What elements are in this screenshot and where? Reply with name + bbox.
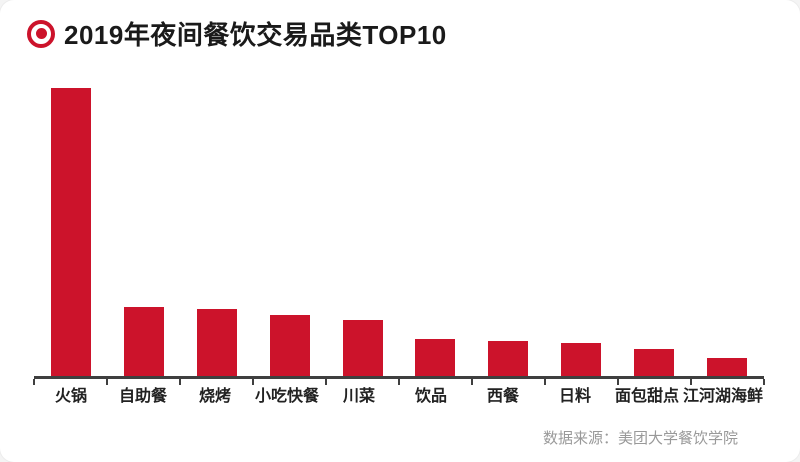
bar-slot [690, 88, 763, 377]
bar-5 [342, 320, 383, 377]
chart-header: 2019年夜间餐饮交易品类TOP10 [27, 15, 447, 52]
category-label: 川菜 [342, 388, 375, 405]
category-label: 饮品 [414, 388, 447, 405]
axis-tick [617, 379, 619, 385]
bar-slot [253, 88, 326, 377]
category-label: 面包甜点 [614, 388, 679, 405]
axis-tick [544, 379, 546, 385]
category-label: 江河湖海鲜 [683, 388, 764, 405]
bar-2 [124, 307, 165, 377]
bar-chart-plot [35, 88, 763, 377]
bar-3 [196, 309, 237, 377]
category-label: 自助餐 [118, 388, 167, 405]
bar-slot [617, 88, 690, 377]
bullseye-icon [27, 19, 55, 48]
bar-slot [472, 88, 545, 377]
axis-tick [763, 379, 765, 385]
data-source-note: 数据来源：美团大学餐饮学院 [542, 430, 738, 447]
bar-8 [560, 342, 601, 377]
bar-10 [706, 357, 747, 377]
bullseye-dot [35, 28, 47, 39]
axis-tick [33, 379, 35, 385]
bar-slot [545, 88, 618, 377]
axis-tick [106, 379, 108, 385]
bar-1 [51, 88, 92, 377]
category-label: 小吃快餐 [254, 388, 319, 405]
bar-slot [35, 88, 108, 377]
category-label: 火锅 [54, 388, 87, 405]
category-label: 西餐 [486, 388, 519, 405]
bar-slot [181, 88, 254, 377]
axis-tick [179, 379, 181, 385]
x-axis [33, 376, 765, 385]
bar-6 [415, 339, 456, 377]
axis-tick [325, 379, 327, 385]
bar-slot [326, 88, 399, 377]
axis-tick [398, 379, 400, 385]
bar-7 [488, 340, 529, 377]
chart-title: 2019年夜间餐饮交易品类TOP10 [64, 20, 447, 50]
category-labels: 火锅 自助餐 烧烤 小吃快餐 川菜 饮品 西餐 日料 面包甜点 江河湖海鲜 [35, 386, 763, 408]
bar-slot [108, 88, 181, 377]
category-label: 烧烤 [198, 388, 231, 405]
axis-tick [252, 379, 254, 385]
bar-4 [269, 314, 310, 377]
axis-tick [690, 379, 692, 385]
category-label: 日料 [558, 388, 591, 405]
bar-slot [399, 88, 472, 377]
axis-tick [471, 379, 473, 385]
bar-9 [633, 349, 674, 377]
